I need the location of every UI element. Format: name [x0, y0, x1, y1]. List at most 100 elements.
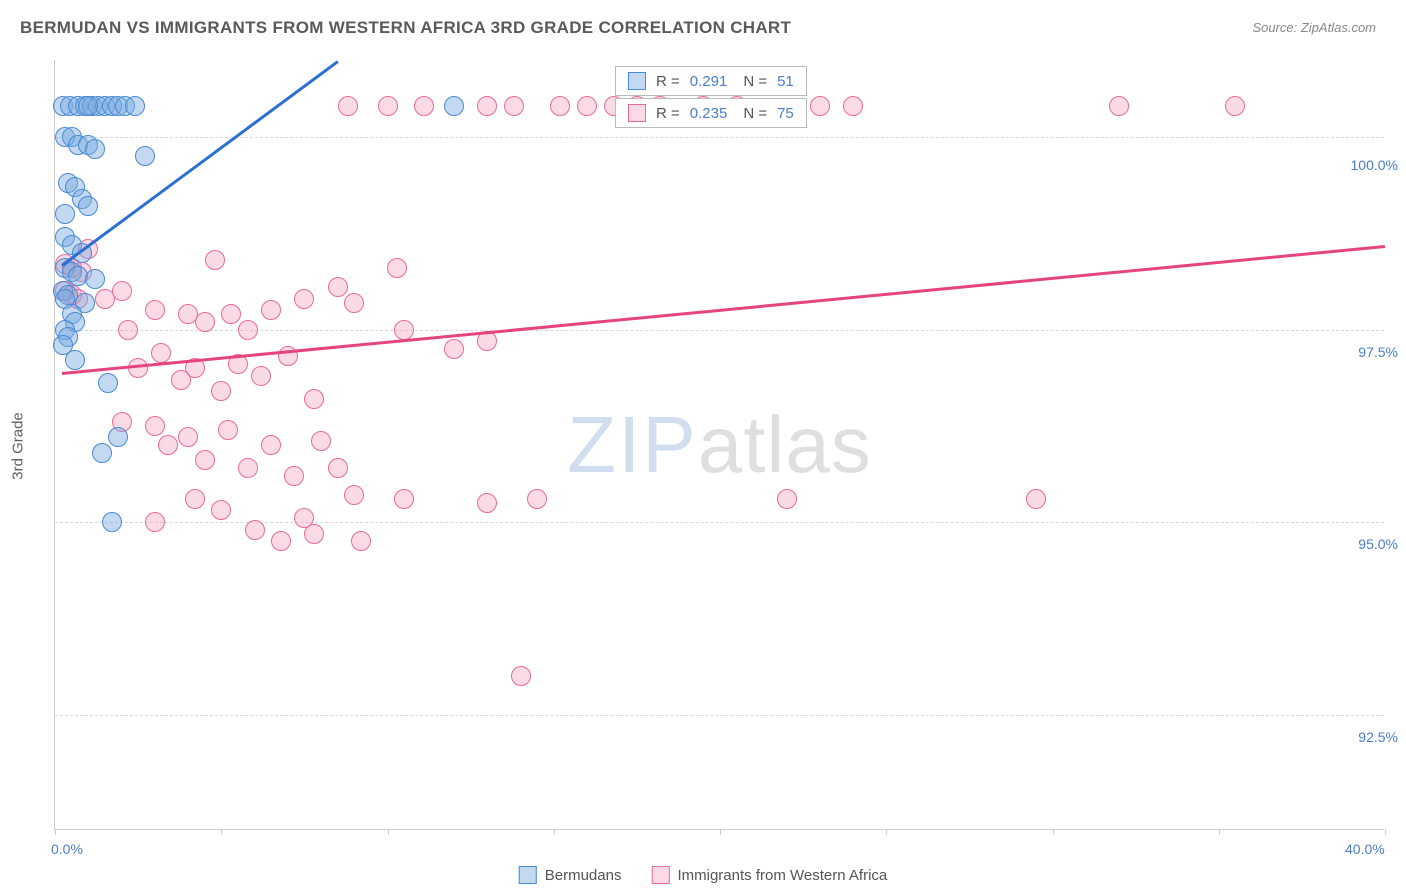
- scatter-point-pink: [351, 531, 371, 551]
- scatter-point-pink: [414, 96, 434, 116]
- legend-swatch: [651, 866, 669, 884]
- scatter-point-pink: [344, 485, 364, 505]
- scatter-point-pink: [477, 96, 497, 116]
- x-tick: [1219, 829, 1220, 835]
- x-tick: [388, 829, 389, 835]
- chart-plot-area: ZIPatlas 92.5%95.0%97.5%100.0%0.0%40.0%R…: [54, 60, 1384, 830]
- scatter-point-pink: [1026, 489, 1046, 509]
- scatter-point-pink: [511, 666, 531, 686]
- scatter-point-pink: [294, 289, 314, 309]
- stats-n-label: N =: [743, 73, 767, 90]
- watermark: ZIPatlas: [567, 399, 871, 491]
- x-tick: [886, 829, 887, 835]
- x-tick: [720, 829, 721, 835]
- scatter-point-pink: [394, 489, 414, 509]
- watermark-zip: ZIP: [567, 400, 697, 489]
- trendline-blue: [61, 60, 339, 266]
- source-attribution: Source: ZipAtlas.com: [1252, 20, 1376, 35]
- scatter-point-blue: [92, 443, 112, 463]
- scatter-point-pink: [378, 96, 398, 116]
- scatter-point-blue: [98, 373, 118, 393]
- scatter-point-pink: [221, 304, 241, 324]
- scatter-point-blue: [85, 269, 105, 289]
- scatter-point-pink: [145, 300, 165, 320]
- stats-r-value: 0.291: [690, 73, 728, 90]
- stats-box-pink: R =0.235N =75: [615, 98, 807, 128]
- scatter-point-pink: [158, 435, 178, 455]
- x-tick: [55, 829, 56, 835]
- scatter-point-pink: [245, 520, 265, 540]
- watermark-atlas: atlas: [698, 400, 872, 489]
- y-axis-label: 3rd Grade: [10, 412, 27, 480]
- scatter-point-pink: [271, 531, 291, 551]
- y-tick-label: 100.0%: [1349, 157, 1400, 173]
- stats-r-label: R =: [656, 105, 680, 122]
- scatter-point-pink: [477, 493, 497, 513]
- gridline: [55, 715, 1384, 716]
- stats-r-label: R =: [656, 73, 680, 90]
- scatter-point-blue: [444, 96, 464, 116]
- y-tick-label: 92.5%: [1356, 729, 1400, 745]
- scatter-point-pink: [195, 312, 215, 332]
- scatter-point-pink: [211, 381, 231, 401]
- scatter-point-pink: [387, 258, 407, 278]
- scatter-point-blue: [65, 350, 85, 370]
- scatter-point-pink: [251, 366, 271, 386]
- stats-r-value: 0.235: [690, 105, 728, 122]
- scatter-point-pink: [304, 524, 324, 544]
- scatter-point-blue: [55, 204, 75, 224]
- scatter-point-pink: [444, 339, 464, 359]
- scatter-point-blue: [135, 146, 155, 166]
- scatter-point-pink: [145, 416, 165, 436]
- scatter-point-blue: [102, 512, 122, 532]
- scatter-point-pink: [394, 320, 414, 340]
- scatter-point-pink: [1109, 96, 1129, 116]
- x-tick-label: 40.0%: [1345, 841, 1385, 857]
- scatter-point-pink: [145, 512, 165, 532]
- stats-swatch: [628, 104, 646, 122]
- scatter-point-pink: [777, 489, 797, 509]
- scatter-point-pink: [205, 250, 225, 270]
- legend-item-blue: Bermudans: [519, 866, 622, 884]
- scatter-point-pink: [328, 458, 348, 478]
- scatter-point-pink: [261, 300, 281, 320]
- scatter-point-pink: [151, 343, 171, 363]
- scatter-point-pink: [338, 96, 358, 116]
- x-tick: [221, 829, 222, 835]
- scatter-point-pink: [195, 450, 215, 470]
- scatter-point-pink: [284, 466, 304, 486]
- scatter-point-pink: [211, 500, 231, 520]
- chart-title: BERMUDAN VS IMMIGRANTS FROM WESTERN AFRI…: [20, 18, 791, 38]
- gridline: [55, 137, 1384, 138]
- scatter-point-pink: [238, 320, 258, 340]
- stats-swatch: [628, 72, 646, 90]
- scatter-point-pink: [118, 320, 138, 340]
- scatter-point-pink: [1225, 96, 1245, 116]
- legend-label: Bermudans: [545, 867, 622, 884]
- bottom-legend: Bermudans Immigrants from Western Africa: [519, 866, 888, 884]
- x-tick-label: 0.0%: [51, 841, 83, 857]
- scatter-point-blue: [78, 96, 98, 116]
- scatter-point-pink: [810, 96, 830, 116]
- scatter-point-blue: [108, 427, 128, 447]
- y-tick-label: 97.5%: [1356, 344, 1400, 360]
- x-tick: [554, 829, 555, 835]
- stats-n-value: 51: [777, 73, 794, 90]
- scatter-point-pink: [577, 96, 597, 116]
- scatter-point-pink: [843, 96, 863, 116]
- scatter-point-pink: [344, 293, 364, 313]
- legend-swatch: [519, 866, 537, 884]
- x-tick: [1385, 829, 1386, 835]
- trendline-pink: [61, 245, 1385, 375]
- scatter-point-blue: [125, 96, 145, 116]
- stats-n-value: 75: [777, 105, 794, 122]
- legend-label: Immigrants from Western Africa: [677, 867, 887, 884]
- scatter-point-pink: [311, 431, 331, 451]
- legend-item-pink: Immigrants from Western Africa: [651, 866, 887, 884]
- scatter-point-blue: [78, 196, 98, 216]
- scatter-point-pink: [112, 281, 132, 301]
- scatter-point-pink: [504, 96, 524, 116]
- stats-box-blue: R = 0.291 N = 51: [615, 66, 807, 96]
- scatter-point-pink: [550, 96, 570, 116]
- x-tick: [1053, 829, 1054, 835]
